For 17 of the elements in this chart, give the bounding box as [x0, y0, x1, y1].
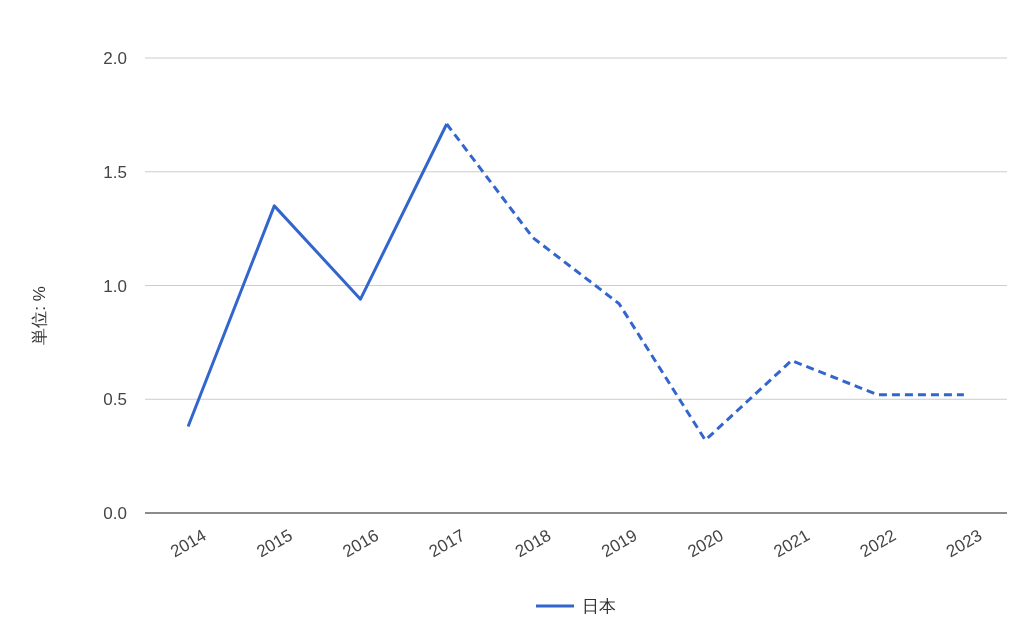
x-tick-label: 2018	[512, 525, 555, 562]
x-tick-label: 2019	[598, 525, 641, 562]
y-axis-title: 単位: %	[30, 286, 49, 345]
y-tick-label: 1.0	[103, 276, 127, 296]
y-tick-label: 0.0	[103, 504, 127, 523]
x-tick-label: 2023	[943, 525, 986, 562]
x-tick-label: 2021	[770, 525, 813, 562]
y-tick-label: 2.0	[103, 49, 127, 68]
x-tick-label: 2014	[167, 525, 210, 562]
legend-label: 日本	[582, 597, 616, 616]
x-tick-label: 2020	[684, 525, 727, 562]
x-tick-label: 2022	[856, 525, 900, 562]
y-tick-label: 1.5	[103, 162, 127, 182]
x-tick-label: 2015	[253, 525, 296, 562]
y-tick-label: 0.5	[103, 390, 127, 410]
x-tick-label: 2016	[339, 525, 382, 562]
x-tick-label: 2017	[425, 525, 469, 562]
